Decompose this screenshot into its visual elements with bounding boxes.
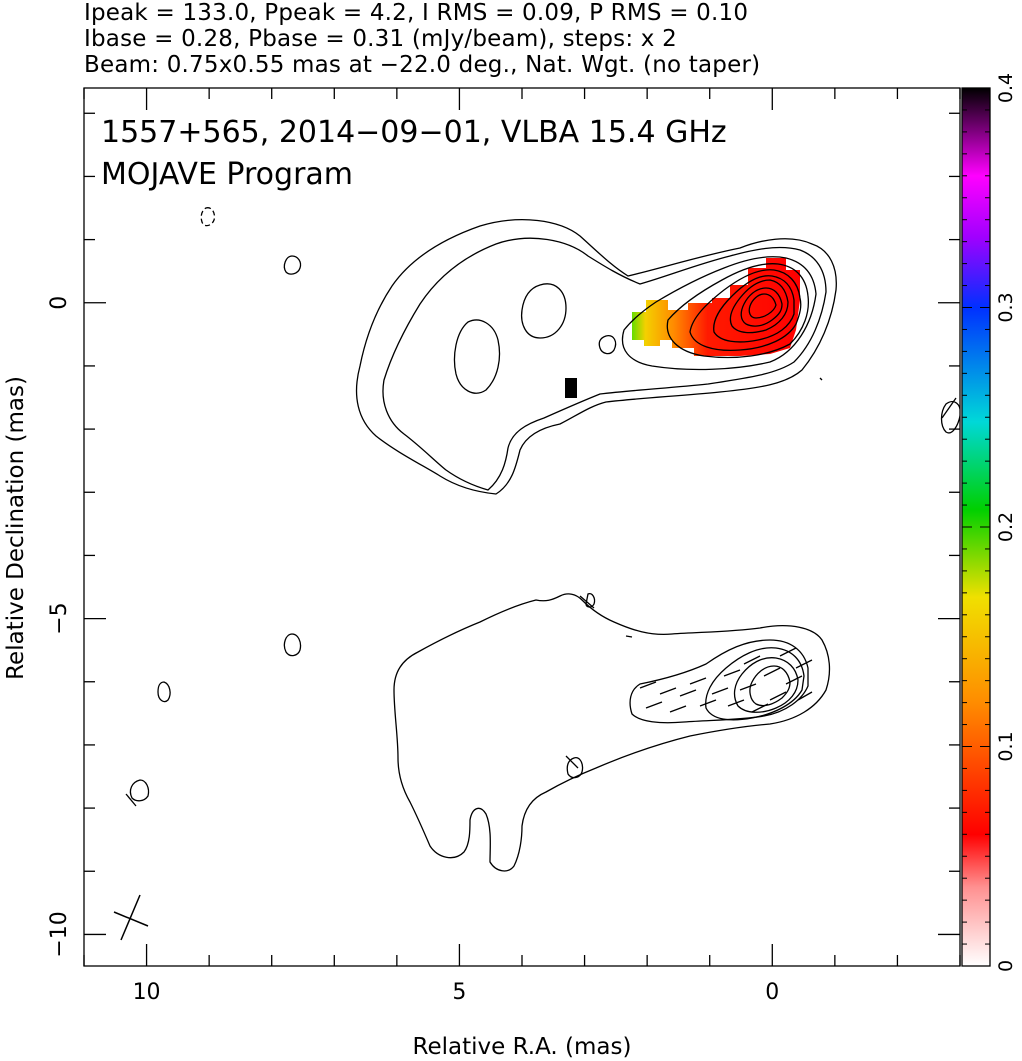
x-tick-label: 5 bbox=[452, 980, 466, 1005]
y-axis: 0 −5 −10 bbox=[47, 112, 960, 958]
colorbar-ticks: 0 0.1 0.2 0.3 0.4 bbox=[962, 73, 1017, 972]
colorbar-tick-label: 0.4 bbox=[995, 73, 1017, 103]
x-axis-title: Relative R.A. (mas) bbox=[413, 1034, 632, 1060]
evpa-vectors bbox=[125, 397, 957, 807]
colorbar-tick-label: 0.2 bbox=[995, 512, 1017, 542]
lower-contours bbox=[129, 592, 831, 872]
y-tick-label: −5 bbox=[47, 602, 72, 634]
header-line-3: Beam: 0.75x0.55 mas at −22.0 deg., Nat. … bbox=[84, 52, 761, 78]
beam-marker bbox=[113, 894, 149, 941]
x-axis: 10 5 0 bbox=[83, 88, 961, 1005]
colorbar-tick-label: 0.3 bbox=[995, 292, 1017, 322]
colorbar: 0 0.1 0.2 0.3 0.4 bbox=[961, 73, 1017, 972]
y-tick-label: −10 bbox=[47, 911, 72, 957]
colorbar-tick-label: 0 bbox=[995, 960, 1017, 972]
y-axis-title: Relative Declination (mas) bbox=[3, 376, 29, 680]
map-layer bbox=[113, 207, 960, 941]
fractional-polarization-region bbox=[565, 258, 800, 398]
x-tick-label: 0 bbox=[765, 980, 779, 1005]
x-tick-label: 10 bbox=[133, 980, 161, 1005]
colorbar-tick-label: 0.1 bbox=[995, 731, 1017, 761]
header-line-2: Ibase = 0.28, Pbase = 0.31 (mJy/beam), s… bbox=[84, 26, 677, 52]
y-tick-label: 0 bbox=[47, 296, 72, 310]
upper-contours bbox=[200, 207, 960, 495]
program-annotation: MOJAVE Program bbox=[101, 157, 353, 192]
source-annotation: 1557+565, 2014−09−01, VLBA 15.4 GHz bbox=[101, 115, 727, 150]
header-line-1: Ipeak = 133.0, Ppeak = 4.2, I RMS = 0.09… bbox=[84, 0, 749, 26]
